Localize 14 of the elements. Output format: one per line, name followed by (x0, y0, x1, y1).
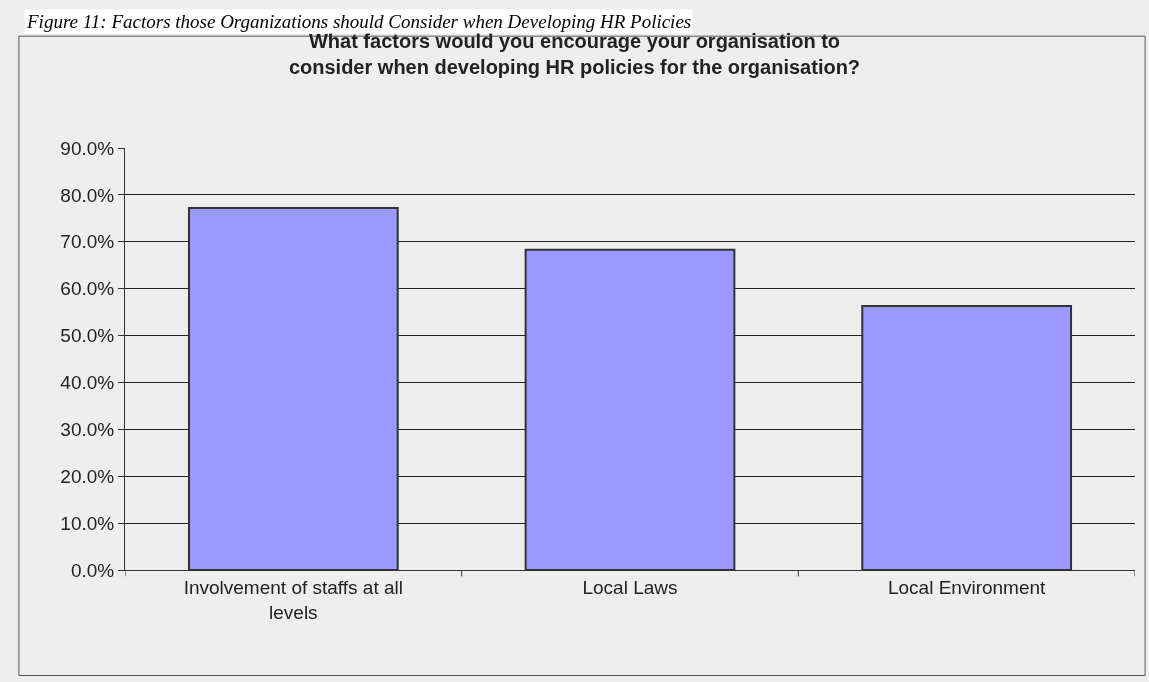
y-tick-label: 90.0% (60, 137, 115, 159)
y-tick-label: 20.0% (60, 465, 115, 487)
caption: Figure 11: Factors those Organizations should Consider when Developing HR Policies (26, 11, 692, 32)
y-tick-label: 70.0% (60, 231, 115, 253)
y-tick-label: 50.0% (60, 325, 115, 347)
x-tick-label: Local Laws (582, 576, 678, 598)
y-tick-label: 10.0% (60, 512, 115, 534)
y-tick-label: 30.0% (60, 418, 115, 440)
y-tick-label: 40.0% (60, 372, 115, 394)
x-tick-label: Local Environment (887, 576, 1047, 598)
y-tick-label: 60.0% (60, 278, 115, 300)
y-tick-label: 0.0% (70, 559, 115, 581)
x-tick-label: Involvement of staffs at all levels (183, 576, 403, 623)
y-tick-label: 80.0% (60, 184, 115, 206)
